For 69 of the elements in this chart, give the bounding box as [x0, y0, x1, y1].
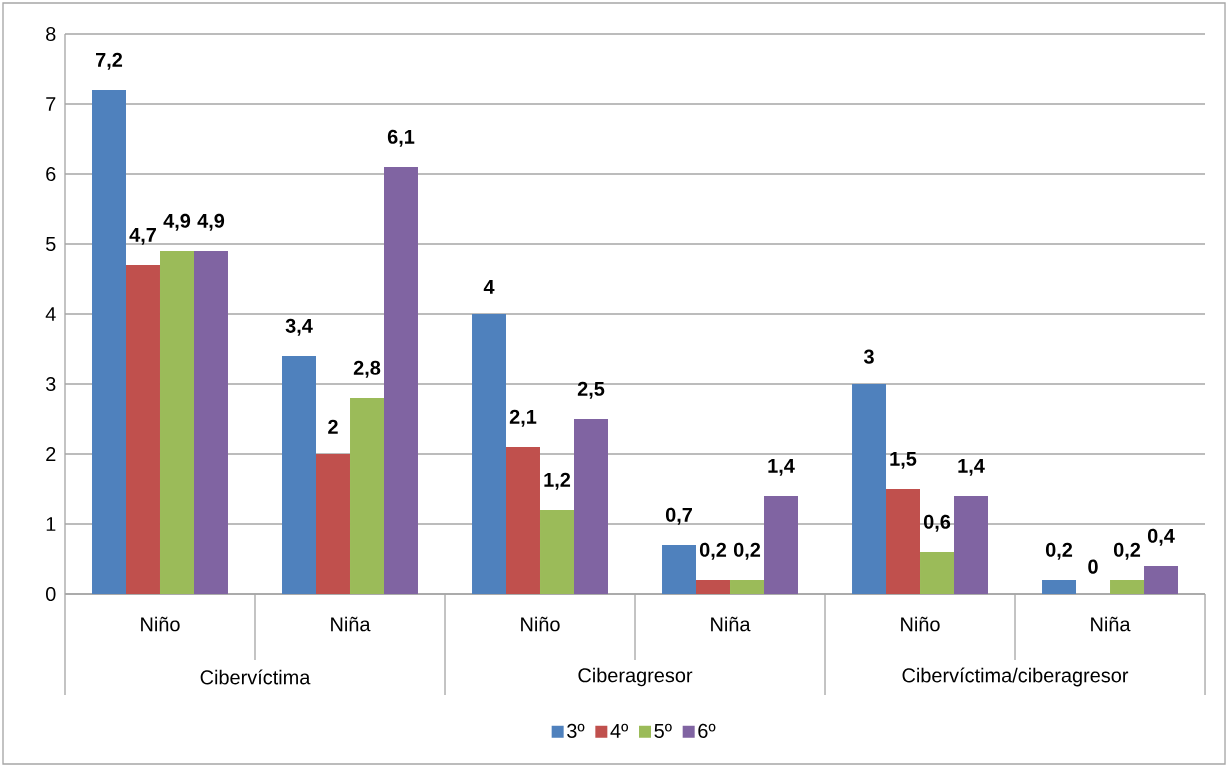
data-label: 1,5 — [890, 451, 917, 469]
bar — [282, 356, 317, 594]
x-tick-label: Niño — [141, 616, 180, 632]
bar — [886, 489, 920, 594]
data-label: 1,4 — [958, 458, 985, 476]
data-label: 4 — [483, 280, 495, 294]
data-label: 0,2 — [733, 542, 761, 560]
text: Ciberagresor — [578, 667, 693, 687]
bar — [160, 251, 194, 594]
bar — [350, 398, 385, 594]
legend-label: 6º — [698, 723, 716, 738]
bar — [126, 265, 160, 594]
y-tick-label: 1 — [46, 517, 56, 531]
x-tick-label: Niña — [711, 616, 751, 632]
data-label: 2,5 — [577, 381, 605, 399]
data-label: 3,4 — [285, 318, 313, 336]
y-tick-label: 3 — [45, 376, 56, 392]
bar — [852, 384, 887, 594]
y-tick-label: 5 — [46, 237, 56, 251]
bar — [1144, 566, 1179, 594]
bar — [316, 454, 350, 594]
data-label: 0,2 — [699, 542, 727, 560]
data-label: 4,9 — [163, 213, 191, 231]
legend-label: 4º — [610, 723, 629, 738]
text: Cibervíctima — [200, 669, 311, 685]
x-tick-label: Niño — [901, 616, 940, 632]
y-tick-label: 8 — [46, 26, 56, 42]
bar — [920, 552, 955, 594]
bar — [954, 496, 989, 594]
data-label: 2,8 — [353, 360, 381, 378]
data-label: 0,7 — [665, 507, 692, 525]
x-tick-label: Niña — [1091, 616, 1131, 632]
x-tick-label: Niña — [331, 616, 371, 632]
bar — [384, 167, 418, 594]
y-tick-label: 7 — [46, 97, 56, 111]
data-label: 0 — [1088, 559, 1098, 574]
data-label: 7,2 — [96, 52, 123, 70]
bar — [194, 251, 228, 594]
bar — [540, 510, 575, 594]
bar — [1042, 580, 1077, 594]
bar — [472, 314, 507, 594]
data-label: 4,9 — [197, 213, 225, 231]
y-tick-label: 6 — [46, 166, 56, 182]
bar — [1110, 580, 1145, 594]
legend-label: 3º — [567, 723, 585, 738]
bar — [574, 419, 608, 594]
data-label: 6,1 — [387, 129, 415, 147]
bar — [696, 580, 730, 594]
text: Cibervíctima/ciberagresor — [902, 667, 1129, 687]
data-label: 2 — [328, 419, 338, 434]
data-label: 1,2 — [544, 472, 571, 490]
y-tick-label: 0 — [46, 586, 56, 602]
data-label: 0,2 — [1045, 542, 1073, 560]
x-tick-label: Niño — [521, 616, 560, 632]
bar — [92, 90, 126, 594]
data-label: 0,4 — [1147, 528, 1175, 546]
data-label: 0,6 — [923, 514, 951, 532]
data-label: 2,1 — [509, 409, 537, 427]
data-label: 1,4 — [768, 458, 795, 476]
bar — [764, 496, 798, 594]
data-label: 4,7 — [129, 227, 156, 245]
bar — [662, 545, 697, 594]
y-tick-label: 2 — [46, 447, 56, 461]
data-label: 0,2 — [1113, 542, 1141, 560]
y-tick-label: 4 — [45, 307, 56, 321]
legend-label: 5º — [654, 723, 672, 738]
bar — [730, 580, 765, 594]
data-label: 3 — [863, 349, 874, 364]
bar — [506, 447, 540, 594]
